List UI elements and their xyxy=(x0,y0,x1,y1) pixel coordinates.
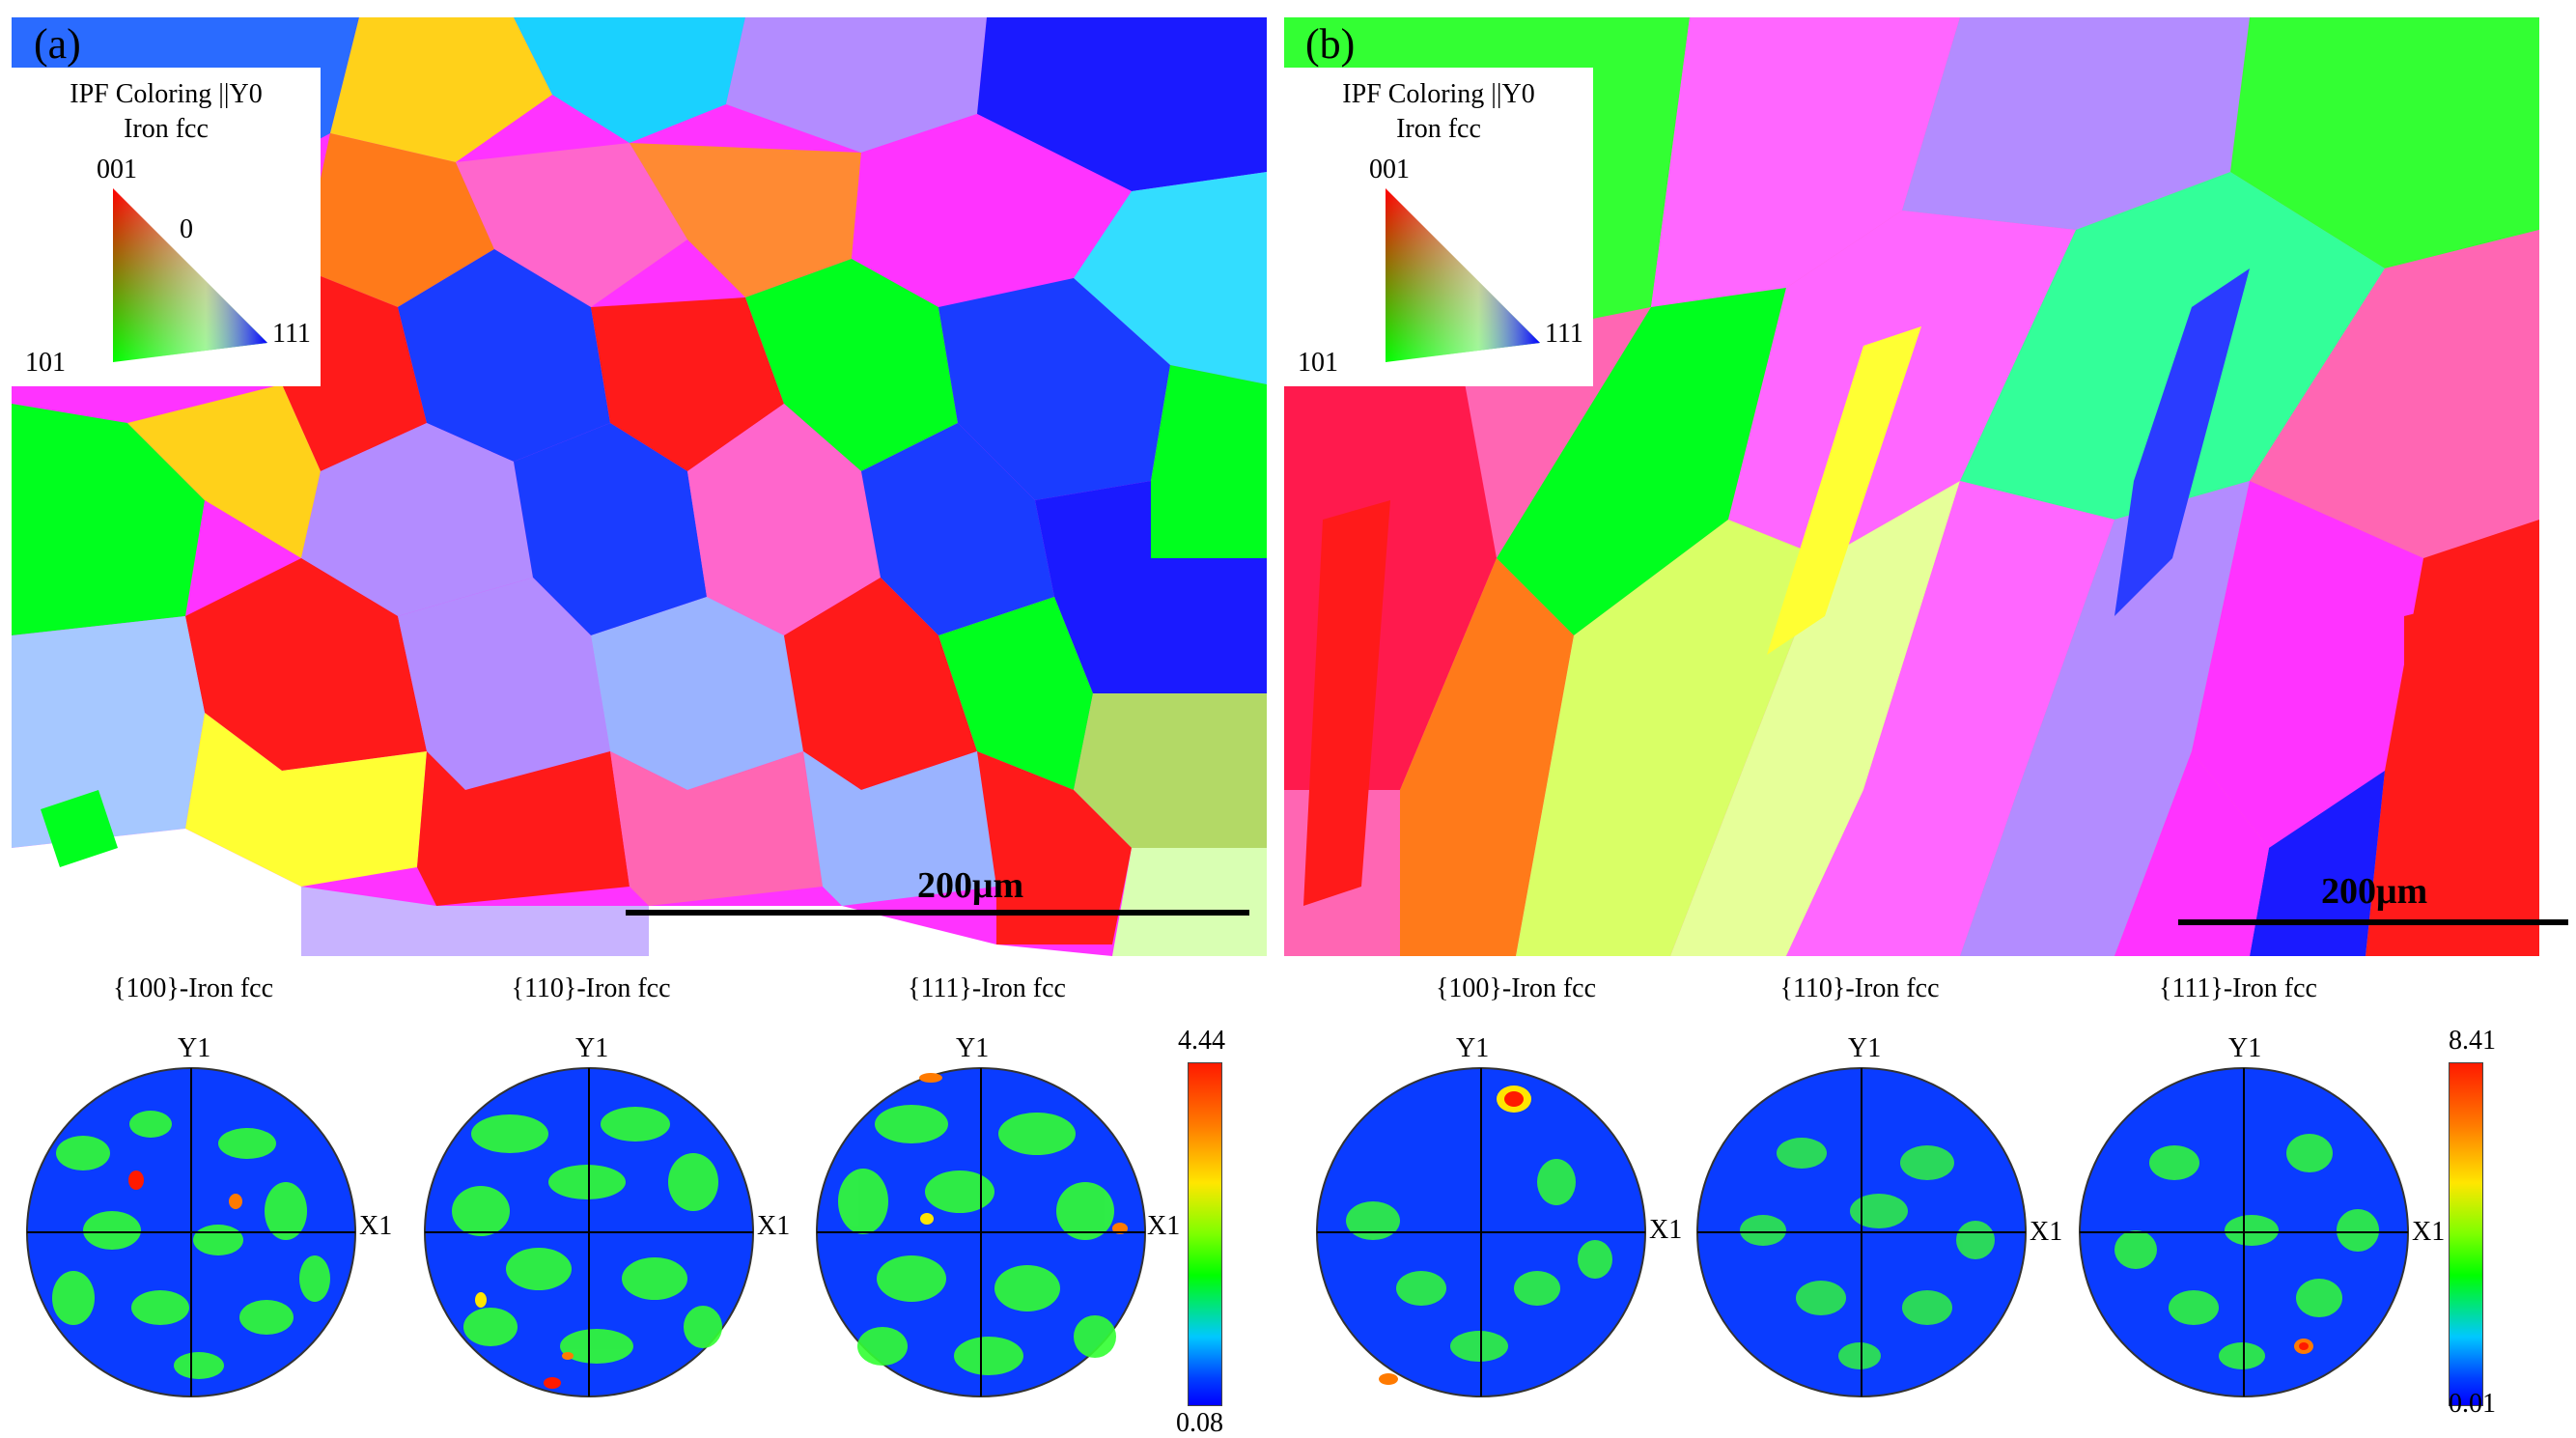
pf-b-100-x-axis: X1 xyxy=(1649,1215,1683,1245)
ipf-legend-a: IPF Coloring ||Y0 Iron fcc 001 0 101 111 xyxy=(12,68,321,386)
panel-label-a: (a) xyxy=(34,20,81,68)
pf-a-111-x-axis: X1 xyxy=(1147,1211,1181,1241)
colorbar-a xyxy=(1188,1062,1222,1406)
pf-b-111-x-axis: X1 xyxy=(2412,1217,2446,1247)
colorbar-min-a: 0.08 xyxy=(1176,1408,1223,1438)
legend-corner-001: 001 xyxy=(1369,155,1410,184)
pf-a-100-y-axis: Y1 xyxy=(178,1033,211,1063)
legend-corner-101: 101 xyxy=(25,348,66,378)
legend-corner-111: 111 xyxy=(1545,319,1583,349)
ipf-grain-map-b xyxy=(1284,17,2539,956)
legend-subtitle: Iron fcc xyxy=(124,114,209,144)
legend-zero-label: 0 xyxy=(180,214,193,244)
pole-figure-b-110 xyxy=(1696,1067,2027,1397)
pf-title-a-100: {100}-Iron fcc xyxy=(112,973,274,1003)
pf-title-b-110: {110}-Iron fcc xyxy=(1779,973,1940,1003)
ebsd-map-a xyxy=(12,17,1267,956)
scalebar-line-a xyxy=(626,910,1249,916)
legend-corner-001: 001 xyxy=(97,155,137,184)
pole-figure-b-100 xyxy=(1316,1067,1646,1397)
legend-corner-101: 101 xyxy=(1298,348,1338,378)
pole-figure-a-111 xyxy=(816,1067,1146,1397)
panel-label-b: (b) xyxy=(1305,20,1356,68)
pf-b-110-x-axis: X1 xyxy=(2030,1217,2063,1247)
pf-a-100-x-axis: X1 xyxy=(359,1211,393,1241)
pf-b-110-y-axis: Y1 xyxy=(1848,1033,1882,1063)
pf-a-110-y-axis: Y1 xyxy=(575,1033,609,1063)
pf-a-110-x-axis: X1 xyxy=(757,1211,791,1241)
ipf-grain-map-a xyxy=(12,17,1267,956)
ipf-color-triangle-a xyxy=(113,188,267,362)
legend-title: IPF Coloring ||Y0 xyxy=(70,79,263,109)
pole-figure-a-110 xyxy=(424,1067,754,1397)
colorbar-b xyxy=(2449,1062,2483,1406)
ipf-legend-b: IPF Coloring ||Y0 Iron fcc 001 101 111 xyxy=(1284,68,1593,386)
pole-figure-a-100 xyxy=(26,1067,356,1397)
scalebar-line-b xyxy=(2178,919,2568,925)
pf-a-111-y-axis: Y1 xyxy=(956,1033,990,1063)
pf-title-b-111: {111}-Iron fcc xyxy=(2159,973,2317,1003)
scalebar-label-a: 200μm xyxy=(917,865,1024,906)
pf-b-111-y-axis: Y1 xyxy=(2228,1033,2262,1063)
pf-title-a-111: {111}-Iron fcc xyxy=(908,973,1066,1003)
colorbar-min-b: 0.01 xyxy=(2449,1389,2496,1419)
colorbar-max-a: 4.44 xyxy=(1178,1026,1225,1056)
pf-title-a-110: {110}-Iron fcc xyxy=(511,973,671,1003)
pole-figure-b-111 xyxy=(2079,1067,2409,1397)
legend-subtitle: Iron fcc xyxy=(1396,114,1481,144)
scalebar-label-b: 200μm xyxy=(2321,871,2428,912)
pf-b-100-y-axis: Y1 xyxy=(1456,1033,1490,1063)
legend-corner-111: 111 xyxy=(272,319,311,349)
legend-title: IPF Coloring ||Y0 xyxy=(1342,79,1535,109)
ipf-color-triangle-b xyxy=(1386,188,1540,362)
pf-title-b-100: {100}-Iron fcc xyxy=(1435,973,1597,1003)
ebsd-map-b xyxy=(1284,17,2539,956)
colorbar-max-b: 8.41 xyxy=(2449,1026,2496,1056)
